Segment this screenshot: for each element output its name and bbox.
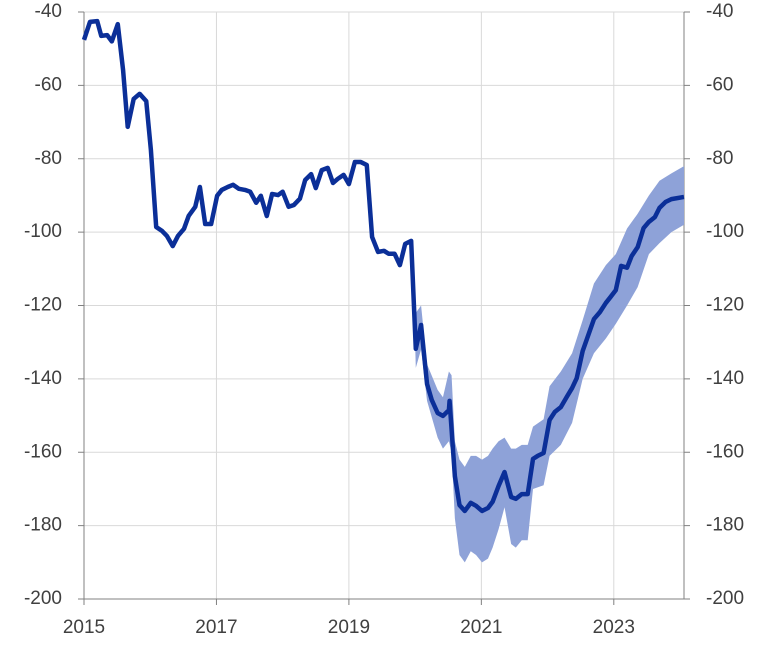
y-tick-label: -160 bbox=[24, 441, 62, 462]
y2-tick-label: -200 bbox=[706, 588, 744, 609]
x-tick-label: 2023 bbox=[593, 617, 635, 638]
y2-tick-label: -40 bbox=[706, 1, 733, 22]
y2-tick-label: -160 bbox=[706, 441, 744, 462]
y-tick-label: -180 bbox=[24, 515, 62, 536]
x-tick-label: 2015 bbox=[63, 617, 105, 638]
line bbox=[81, 18, 685, 514]
y-tick-label: -100 bbox=[24, 221, 62, 242]
x-tick-label: 2017 bbox=[195, 617, 237, 638]
band bbox=[411, 166, 684, 563]
y2-tick-label: -180 bbox=[706, 515, 744, 536]
x-tick-label: 2019 bbox=[328, 617, 370, 638]
y-tick-label: -60 bbox=[35, 74, 62, 95]
y2-tick-label: -60 bbox=[706, 74, 733, 95]
y-tick-label: -200 bbox=[24, 588, 62, 609]
y-tick-label: -120 bbox=[24, 295, 62, 316]
y2-tick-label: -140 bbox=[706, 368, 744, 389]
y-tick-label: -80 bbox=[35, 148, 62, 169]
x-tick-label: 2021 bbox=[460, 617, 502, 638]
y2-tick-label: -120 bbox=[706, 295, 744, 316]
y-tick-label: -40 bbox=[35, 1, 62, 22]
y2-tick-label: -80 bbox=[706, 148, 733, 169]
y-tick-label: -140 bbox=[24, 368, 62, 389]
y2-tick-label: -100 bbox=[706, 221, 744, 242]
